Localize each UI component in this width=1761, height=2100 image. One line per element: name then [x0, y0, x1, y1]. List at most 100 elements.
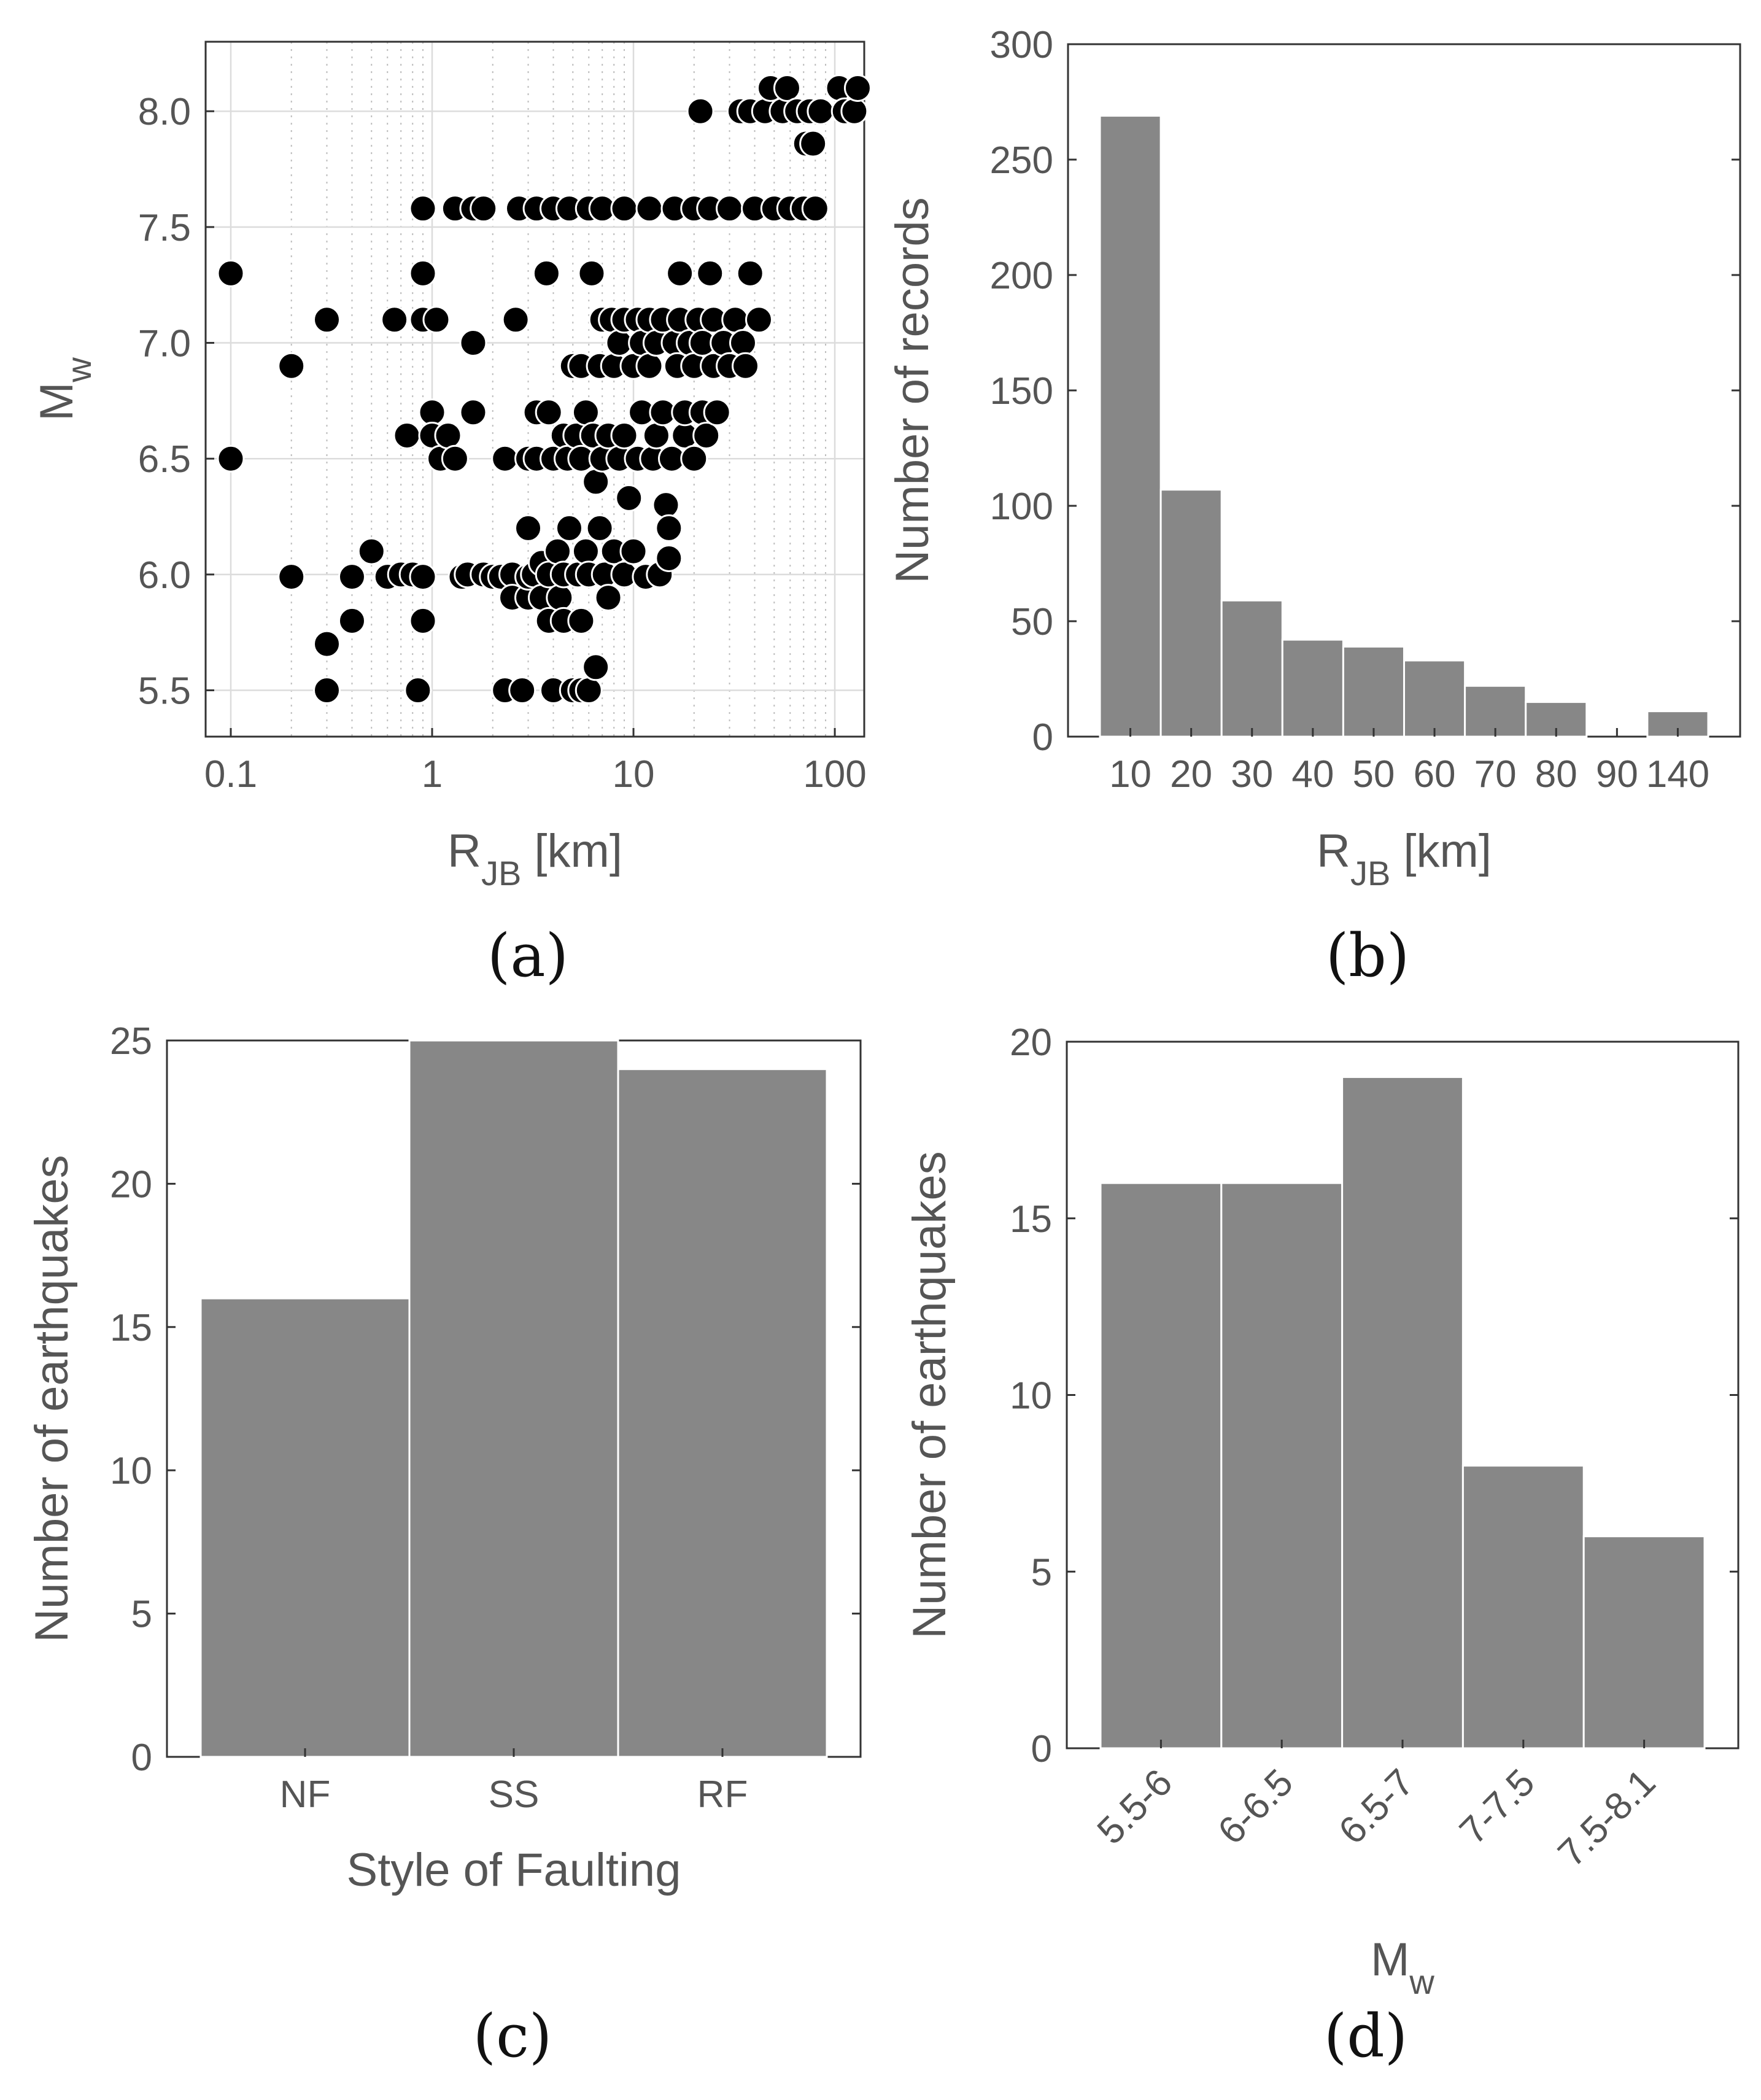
data-point	[567, 606, 595, 635]
x-tick-label: 20	[1170, 753, 1212, 796]
data-point	[381, 306, 409, 334]
data-point	[409, 195, 437, 223]
data-point	[745, 306, 773, 334]
x-tick-label: 60	[1414, 753, 1456, 796]
y-tick-label: 20	[110, 1163, 152, 1206]
bar-80	[1525, 701, 1588, 738]
data-point	[635, 352, 664, 380]
y-tick-label: 0	[1032, 716, 1053, 759]
y-tick-label: 8.0	[138, 91, 191, 133]
data-point	[409, 259, 437, 287]
data-point	[514, 514, 543, 542]
bar-6.5-7	[1341, 1076, 1464, 1749]
data-point	[655, 514, 683, 542]
bar-60	[1403, 659, 1466, 738]
x-tick-label: 6.5-7	[1331, 1761, 1422, 1853]
y-axis-label-d: Number of earthquakes	[904, 1151, 956, 1638]
bar-7-7.5	[1461, 1465, 1585, 1749]
y-tick-label: 150	[990, 370, 1053, 413]
bar-RF	[617, 1068, 828, 1758]
y-tick-label: 250	[990, 139, 1053, 182]
data-point	[546, 584, 574, 612]
bar-30	[1220, 599, 1283, 738]
data-point	[799, 130, 827, 158]
data-point	[543, 537, 571, 565]
x-tick-label: 140	[1646, 753, 1709, 796]
x-axis-label-b: RJB [km]	[1317, 825, 1492, 893]
data-point	[703, 398, 731, 427]
panel-d: 0 5 10 15 20 5.5-6 6-6.5 6.5-7 7-7.5 7.5-8.1 Mw Num…	[904, 1021, 1740, 2071]
data-point	[418, 398, 446, 427]
bar-40	[1281, 638, 1344, 738]
data-point	[277, 563, 306, 591]
y-tick-label: 7.5	[138, 207, 191, 249]
y-tick-label: 100	[990, 486, 1053, 528]
y-tick-label: 200	[990, 255, 1053, 297]
bar-NF	[199, 1297, 411, 1758]
y-tick-label: 50	[1011, 601, 1053, 643]
data-point	[312, 630, 341, 658]
caption-b: (b)	[1326, 921, 1409, 990]
x-tick-label: 1	[422, 753, 443, 796]
data-point	[422, 306, 451, 334]
y-tick-label: 15	[110, 1307, 152, 1349]
data-point	[801, 195, 829, 223]
x-tick-label: 5.5-6	[1089, 1761, 1181, 1853]
bar-50	[1342, 645, 1405, 738]
panel-c: 0 5 10 15 20 25 NF SS RF Style of Faulting Number …	[26, 1020, 862, 2071]
caption-d: (d)	[1324, 2002, 1407, 2071]
data-point	[652, 491, 680, 519]
data-point	[721, 306, 749, 334]
data-point	[508, 676, 536, 705]
x-tick-label: 7-7.5	[1452, 1761, 1543, 1853]
y-tick-label: 300	[990, 24, 1053, 66]
x-tick-label: 90	[1596, 753, 1638, 796]
data-point	[404, 676, 432, 705]
x-tick-label: 10	[1109, 753, 1151, 796]
data-point	[217, 259, 245, 287]
data-point	[338, 563, 366, 591]
bar-20	[1159, 489, 1223, 738]
data-point	[409, 606, 437, 635]
data-point	[610, 195, 638, 223]
x-axis-label-d: Mw	[1371, 1934, 1434, 2001]
data-point	[459, 329, 487, 357]
data-point	[393, 421, 421, 449]
data-point	[459, 398, 487, 427]
data-point	[773, 74, 801, 102]
bar-10	[1099, 115, 1162, 738]
panel-a: 0.1 1 10 100 5.5 6.0 6.5 7.0 7.5 8.0 RJB [km] Mw (a)	[31, 41, 872, 990]
y-tick-label: 6.5	[138, 438, 191, 481]
data-point	[666, 259, 694, 287]
y-tick-label: 15	[1010, 1198, 1052, 1241]
y-tick-label: 10	[110, 1450, 152, 1492]
data-point	[409, 563, 437, 591]
data-point	[635, 195, 664, 223]
data-point	[338, 606, 366, 635]
data-point	[716, 195, 744, 223]
x-tick-label: NF	[280, 1773, 331, 1816]
x-tick-label: 80	[1535, 753, 1577, 796]
y-tick-label: 5	[1031, 1551, 1052, 1594]
data-point	[610, 421, 638, 449]
data-point	[696, 259, 724, 287]
x-tick-label: 10	[613, 753, 655, 796]
data-point	[586, 514, 614, 542]
y-tick-label: 20	[1010, 1021, 1052, 1064]
data-point	[729, 329, 757, 357]
y-tick-label: 0	[1031, 1728, 1052, 1770]
x-tick-label: RF	[697, 1773, 748, 1816]
x-tick-label: 6-6.5	[1210, 1761, 1301, 1853]
bar-SS	[408, 1039, 619, 1758]
y-tick-label: 25	[110, 1020, 152, 1063]
data-point	[807, 97, 835, 125]
x-axis-label-c: Style of Faulting	[347, 1844, 681, 1896]
data-point	[357, 537, 385, 565]
x-tick-label: 7.5-8.1	[1550, 1761, 1663, 1875]
bar-6-6.5	[1220, 1182, 1344, 1749]
x-tick-label: 0.1	[204, 753, 257, 796]
data-point	[312, 306, 341, 334]
y-axis-label-b: Number of records	[886, 197, 939, 583]
bar-5.5-6	[1099, 1182, 1223, 1749]
